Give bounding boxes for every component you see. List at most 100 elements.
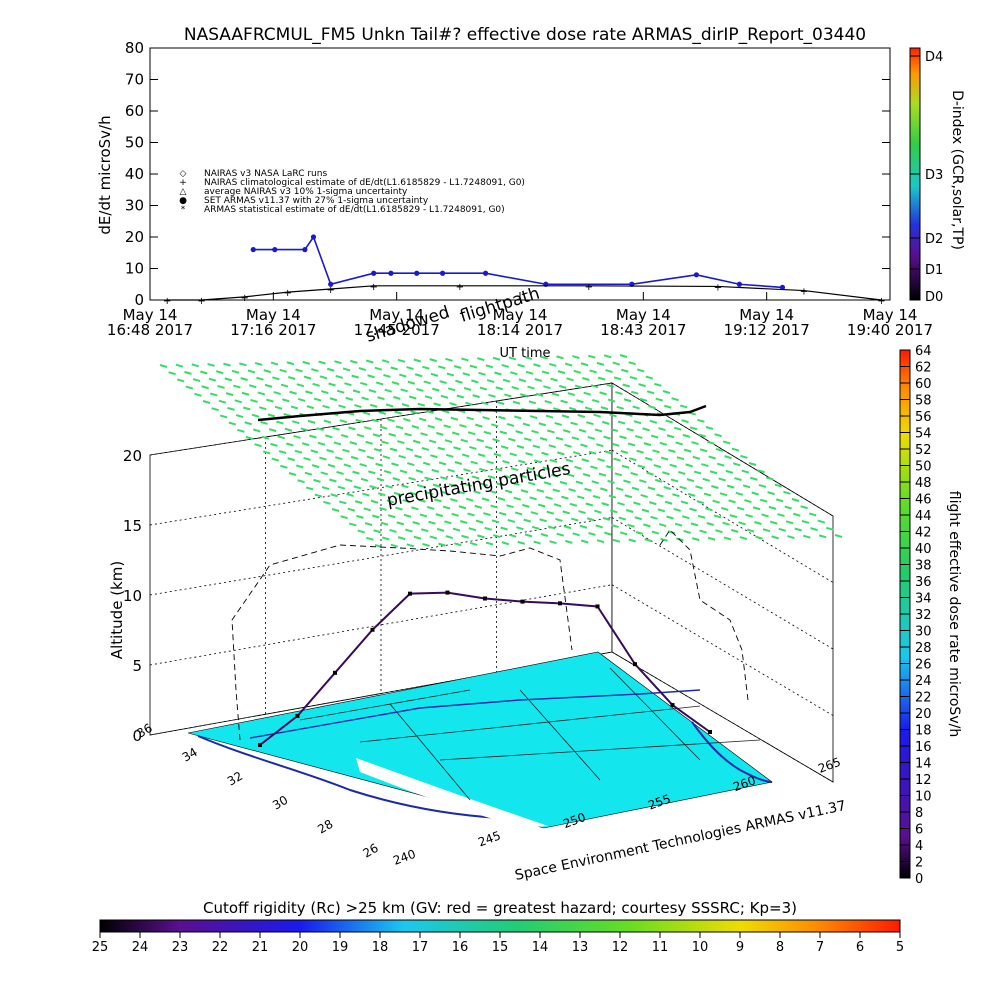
right-colorbar-tick-label: 12 (915, 773, 932, 788)
particle-mark (513, 496, 522, 501)
particle-mark (451, 431, 460, 436)
particle-mark (284, 427, 293, 432)
particle-mark (556, 355, 564, 360)
particle-mark (364, 522, 373, 527)
particle-mark (534, 378, 543, 382)
particle-mark (375, 462, 383, 467)
particle-mark (611, 442, 620, 447)
particle-mark (506, 504, 514, 509)
armas-point (779, 284, 786, 290)
particle-mark (706, 522, 715, 526)
particle-mark (576, 495, 585, 500)
particle-mark (500, 526, 508, 531)
right-colorbar-tick-label: 14 (915, 757, 932, 772)
particle-mark (472, 394, 480, 399)
particle-mark (548, 444, 556, 449)
particle-mark (557, 370, 566, 375)
flight-profile-point (633, 662, 637, 667)
top-chart-title: NASAAFRCMUL_FM5 Unkn Tail#? effective do… (184, 25, 866, 45)
particle-mark (373, 448, 382, 452)
particle-mark (207, 363, 215, 367)
particle-mark (560, 399, 568, 404)
particle-mark (667, 530, 676, 535)
armas-point (302, 247, 308, 253)
particle-mark (518, 459, 526, 464)
particle-mark (347, 507, 356, 512)
particle-mark (767, 491, 775, 496)
particle-mark (696, 500, 705, 505)
particle-mark (549, 362, 557, 367)
particle-mark (462, 372, 470, 377)
particle-mark (687, 492, 696, 497)
top-x-tick-label-date: May 14 (739, 306, 794, 324)
particle-mark (584, 487, 592, 492)
particle-mark (416, 388, 424, 392)
particle-mark (176, 378, 185, 383)
particle-mark (185, 385, 194, 390)
particle-mark (297, 397, 306, 402)
armas-point (250, 247, 256, 253)
particle-mark (350, 455, 359, 460)
particle-mark (659, 441, 668, 446)
right-colorbar-tick-label: 18 (915, 724, 932, 739)
particle-mark (793, 512, 801, 517)
particle-mark (510, 467, 519, 472)
particle-mark (392, 477, 401, 482)
flight-profile-point (408, 591, 412, 596)
particle-mark (437, 446, 445, 451)
particle-mark (522, 422, 531, 427)
particle-mark (247, 369, 256, 374)
top-legend: ◇ NAIRAS v3 NASA LaRC runs + NAIRAS climato… (179, 169, 525, 215)
particle-mark (553, 407, 561, 412)
particle-mark (643, 442, 652, 447)
particle-mark (414, 373, 423, 378)
particle-mark (693, 470, 702, 475)
particle-mark (224, 377, 233, 382)
armas-point (272, 247, 278, 253)
particle-mark (471, 475, 480, 480)
particle-mark (443, 424, 451, 429)
top-x-tick-label-date: May 14 (123, 306, 178, 324)
top-y-tick-label: 50 (125, 134, 144, 152)
bottom-colorbar-tick-label: 13 (572, 940, 589, 955)
particle-mark (430, 454, 438, 459)
particle-mark (594, 509, 602, 514)
particle-mark (420, 432, 428, 437)
particle-mark (572, 532, 580, 537)
particle-mark (525, 370, 534, 375)
particle-mark (390, 366, 398, 371)
particle-mark (524, 356, 533, 361)
particle-mark (566, 377, 574, 382)
altitude-tick-label: 0 (132, 727, 142, 745)
particle-mark (415, 469, 424, 474)
particle-mark (384, 388, 393, 393)
particle-mark (631, 486, 640, 491)
particle-mark (450, 498, 458, 503)
top-y-axis-label: dE/dt microSv/h (96, 115, 114, 234)
particle-mark (617, 420, 626, 425)
particle-mark (588, 450, 597, 455)
legend-symbol: + (179, 178, 187, 188)
particle-mark (426, 505, 435, 510)
particle-mark (200, 370, 208, 375)
particle-mark (750, 476, 758, 481)
particle-mark (471, 379, 479, 384)
particle-mark (523, 437, 532, 442)
particle-mark (290, 405, 299, 410)
particle-mark (588, 532, 596, 536)
bottom-colorbar-tick-label: 8 (776, 940, 784, 955)
legend-symbol: ◇ (180, 169, 187, 179)
particle-mark (342, 367, 351, 372)
particle-mark (598, 472, 607, 477)
particle-mark (402, 499, 410, 504)
particle-mark (463, 386, 472, 391)
particle-mark (622, 383, 630, 388)
particle-mark (692, 455, 701, 460)
dindex-label: D-index (GCR,solar,TP) (949, 90, 965, 250)
right-colorbar-tick-label: 34 (915, 592, 932, 607)
particle-mark (508, 437, 516, 442)
right-colorbar-tick-label: 44 (915, 509, 932, 524)
particle-mark (722, 440, 731, 445)
particle-mark (570, 421, 578, 426)
particle-mark (599, 391, 607, 396)
